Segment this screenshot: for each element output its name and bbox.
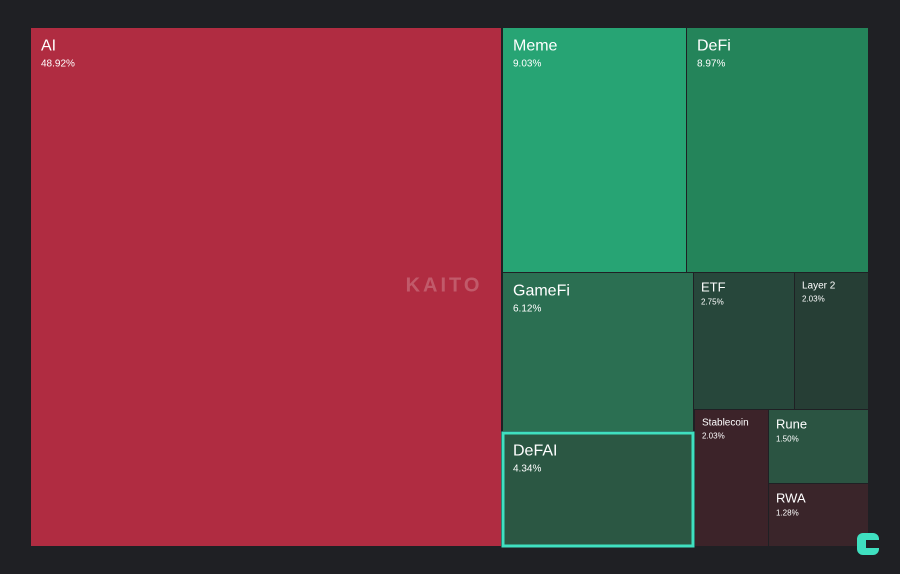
tile	[695, 410, 768, 546]
tile-label: Meme	[513, 37, 558, 54]
tile	[769, 484, 868, 546]
tile-value: 48.92%	[41, 58, 75, 69]
tile-value: 9.03%	[513, 58, 541, 69]
tile	[31, 28, 501, 546]
tile-label: Layer 2	[802, 280, 836, 291]
tile	[503, 273, 693, 431]
tile	[687, 28, 868, 272]
tile	[694, 273, 794, 409]
tile	[769, 410, 868, 483]
tile-label: GameFi	[513, 282, 570, 299]
logo	[857, 533, 879, 555]
tile-value: 2.03%	[802, 295, 825, 304]
tile-label: Stablecoin	[702, 417, 749, 428]
tile	[795, 273, 868, 409]
tile-value: 2.03%	[702, 432, 725, 441]
tile-label: AI	[41, 37, 56, 54]
tile-value: 1.50%	[776, 435, 799, 444]
tile-value: 2.75%	[701, 298, 724, 307]
tile	[501, 431, 695, 548]
tile-label: DeFi	[697, 37, 731, 54]
tile	[503, 28, 686, 272]
tile-label: Rune	[776, 417, 807, 432]
logo-cut	[866, 540, 879, 548]
tile-value: 6.12%	[513, 303, 541, 314]
tile-value: 1.28%	[776, 509, 799, 518]
treemap: AI 48.92% Meme 9.03% DeFi 8.97% GameFi 6.12% ETF…	[31, 28, 868, 548]
tile-label: ETF	[701, 280, 726, 295]
tile-label: RWA	[776, 491, 806, 506]
tile-value: 8.97%	[697, 58, 725, 69]
tile-value: 4.34%	[513, 463, 541, 474]
watermark: KAITO	[406, 275, 483, 297]
tile-label: DeFAI	[513, 442, 557, 459]
